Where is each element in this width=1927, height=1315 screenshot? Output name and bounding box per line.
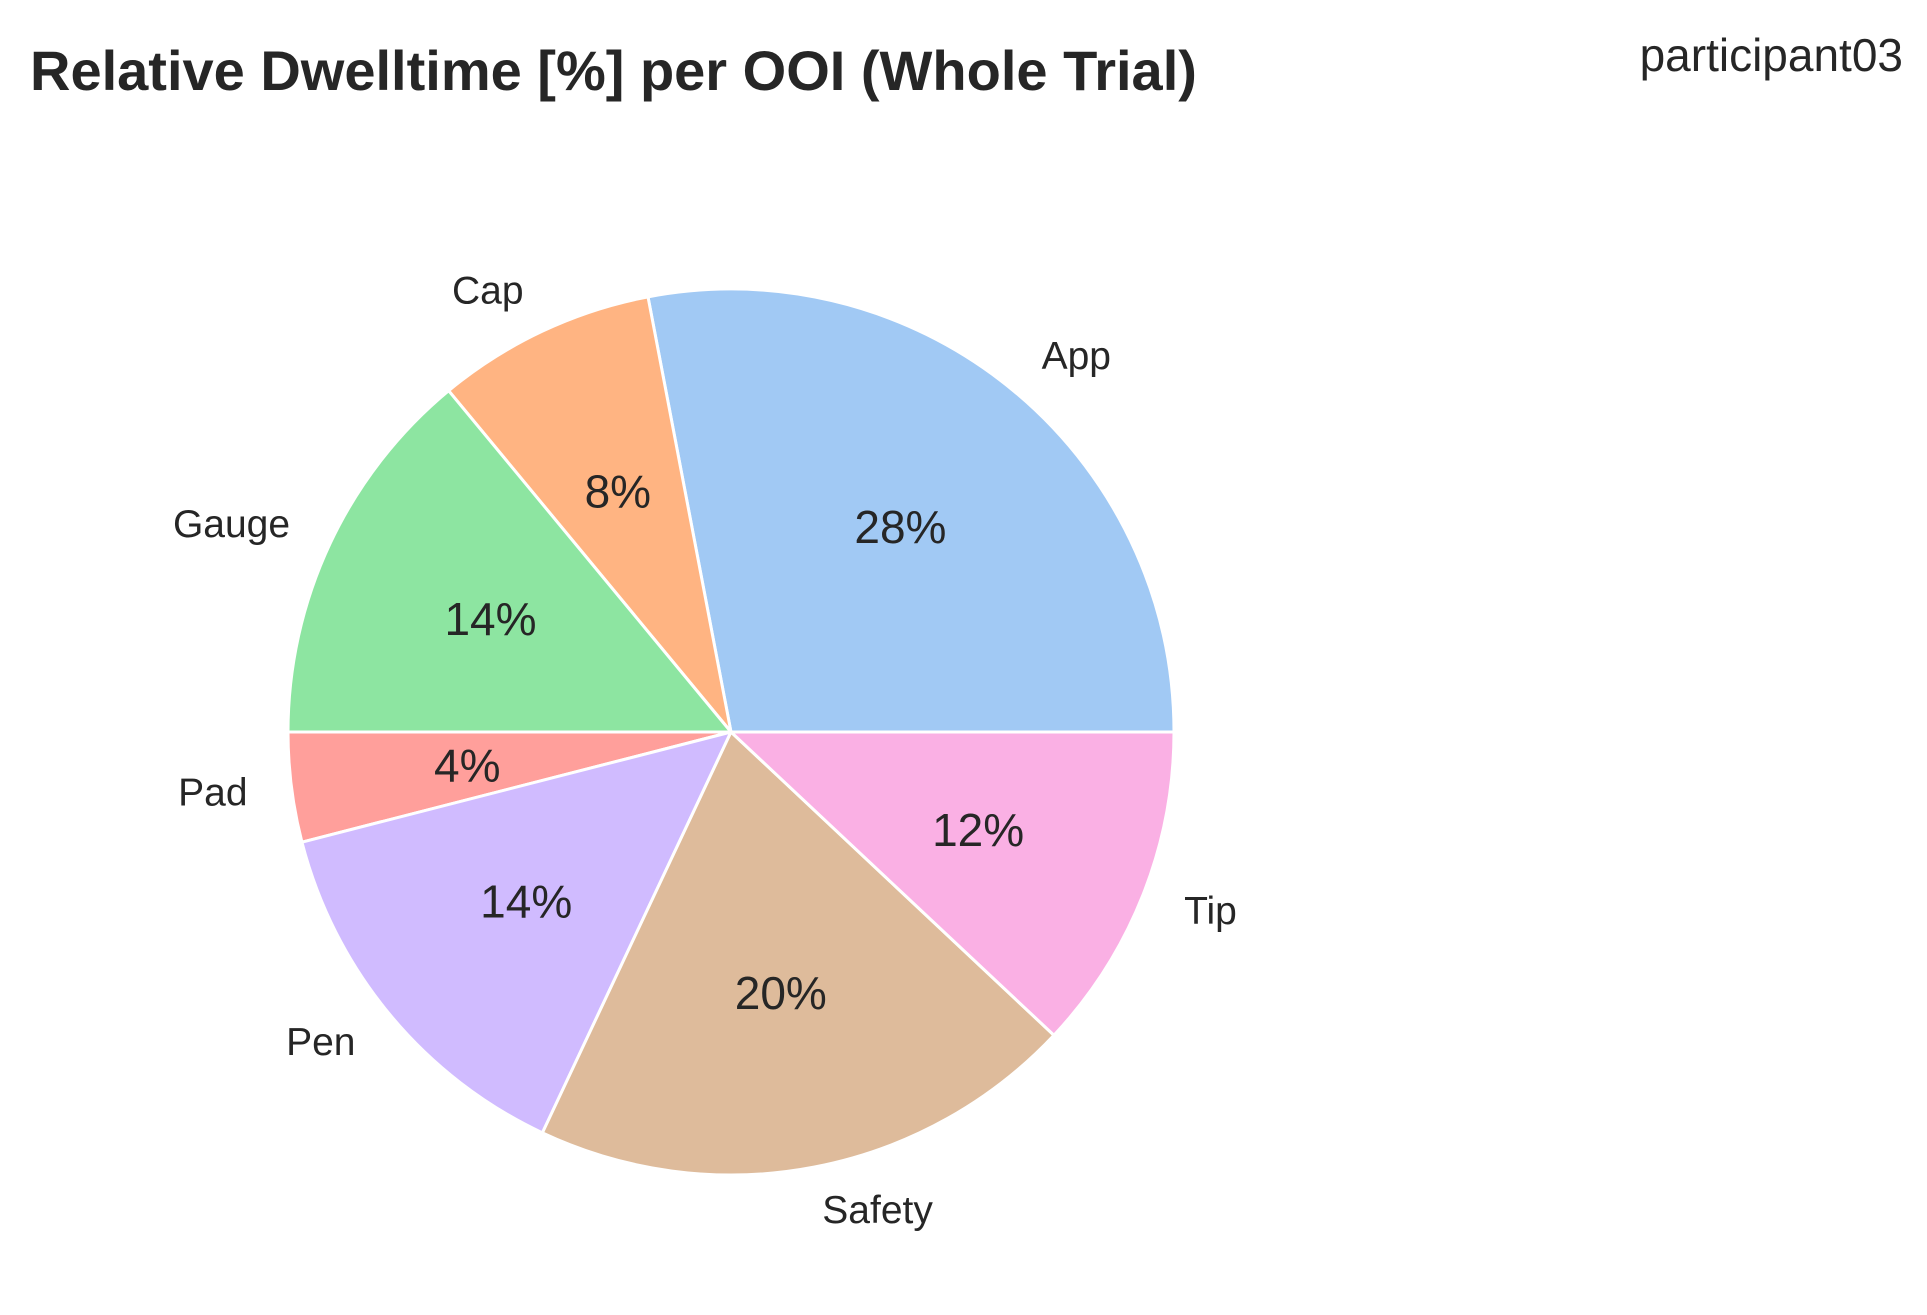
pie-slice-pen <box>300 730 733 1135</box>
pie-slices <box>286 287 1176 1177</box>
slice-percent-gauge: 14% <box>444 593 536 645</box>
pie-labels: App 28% Cap 8% Gauge 14% Pad 4% Pen 14% Safety 20% T… <box>173 270 1237 1233</box>
slice-label-cap: Cap <box>452 270 524 313</box>
pie-slice-safety <box>540 730 1056 1177</box>
chart-title: Relative Dwelltime [%] per OOI (Whole Tr… <box>30 39 1197 102</box>
pie-slice-cap <box>447 295 733 734</box>
pie-slice-app <box>646 287 1176 734</box>
slice-label-app: App <box>1042 335 1111 378</box>
slice-label-gauge: Gauge <box>173 503 290 546</box>
slice-percent-pad: 4% <box>434 739 500 791</box>
slice-percent-app: 28% <box>854 501 946 553</box>
slice-percent-tip: 12% <box>932 804 1024 856</box>
slice-label-tip: Tip <box>1184 890 1237 933</box>
slice-label-pad: Pad <box>178 772 247 815</box>
slice-label-safety: Safety <box>822 1189 933 1232</box>
pie-slice-tip <box>729 730 1176 1037</box>
slice-percent-pen: 14% <box>480 875 572 927</box>
slice-percent-safety: 20% <box>735 967 827 1019</box>
slice-percent-cap: 8% <box>585 465 651 517</box>
slice-label-pen: Pen <box>286 1021 355 1064</box>
pie-slice-gauge <box>286 389 733 734</box>
participant-label: participant03 <box>1639 29 1903 81</box>
